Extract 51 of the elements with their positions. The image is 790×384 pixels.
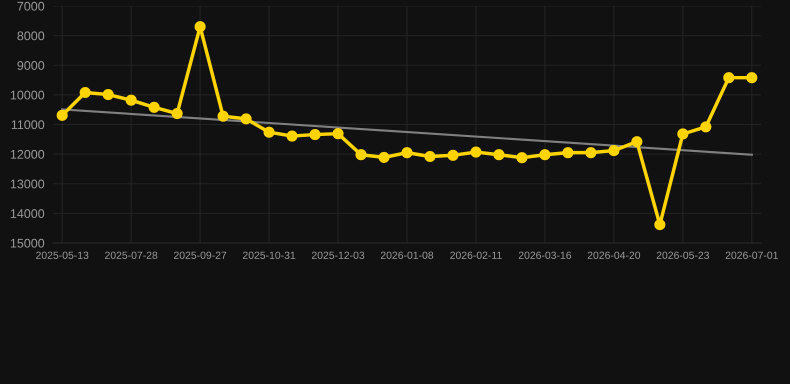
point [608,145,620,156]
point [677,128,688,140]
x-tick-label: 2025-09-27 [174,252,226,259]
y-tick-label: 14000 [10,209,44,218]
point [493,149,505,160]
point [631,136,642,148]
point [654,219,666,230]
point [723,72,734,84]
x-tick-label: 2025-10-31 [242,252,296,259]
x-tick-label: 2026-07-01 [726,252,778,259]
point [309,129,321,140]
y-tick-label: 15000 [10,238,44,248]
point [172,108,183,120]
x-tick-label: 2025-07-28 [105,252,158,259]
point [126,94,137,106]
x-tick-label: 2025-12-03 [312,252,364,259]
point [700,121,712,132]
x-tick-label: 2026-05-23 [656,252,710,259]
point [447,150,459,161]
point [562,147,574,158]
point [424,150,436,162]
point [148,102,160,113]
point [378,152,390,163]
point [286,130,298,142]
y-tick-label: 12000 [10,150,44,159]
point [218,110,229,122]
point [746,72,758,84]
point [516,152,528,164]
y-tick-label: 13000 [10,180,44,188]
point [194,21,206,32]
y-tick-label: 9000 [17,61,44,70]
point [80,86,91,98]
x-tick-label: 2026-01-08 [380,252,434,259]
point [355,149,367,160]
point [470,146,482,158]
x-tick-label: 2026-04-20 [588,252,640,259]
x-tick-label: 2026-03-16 [518,252,572,259]
point [585,147,596,158]
point [102,89,114,100]
point [264,126,275,138]
y-tick-label: 10000 [10,90,44,100]
y-tick-label: 7000 [18,2,44,11]
point [240,113,252,124]
point [539,149,550,160]
x-tick-label: 2026-02-11 [450,252,502,259]
y-tick-label: 11000 [12,120,44,130]
point [401,147,413,158]
point [332,128,344,140]
x-tick-label: 2025-05-13 [36,252,88,259]
y-tick-label: 8000 [17,31,44,40]
point [56,110,68,121]
